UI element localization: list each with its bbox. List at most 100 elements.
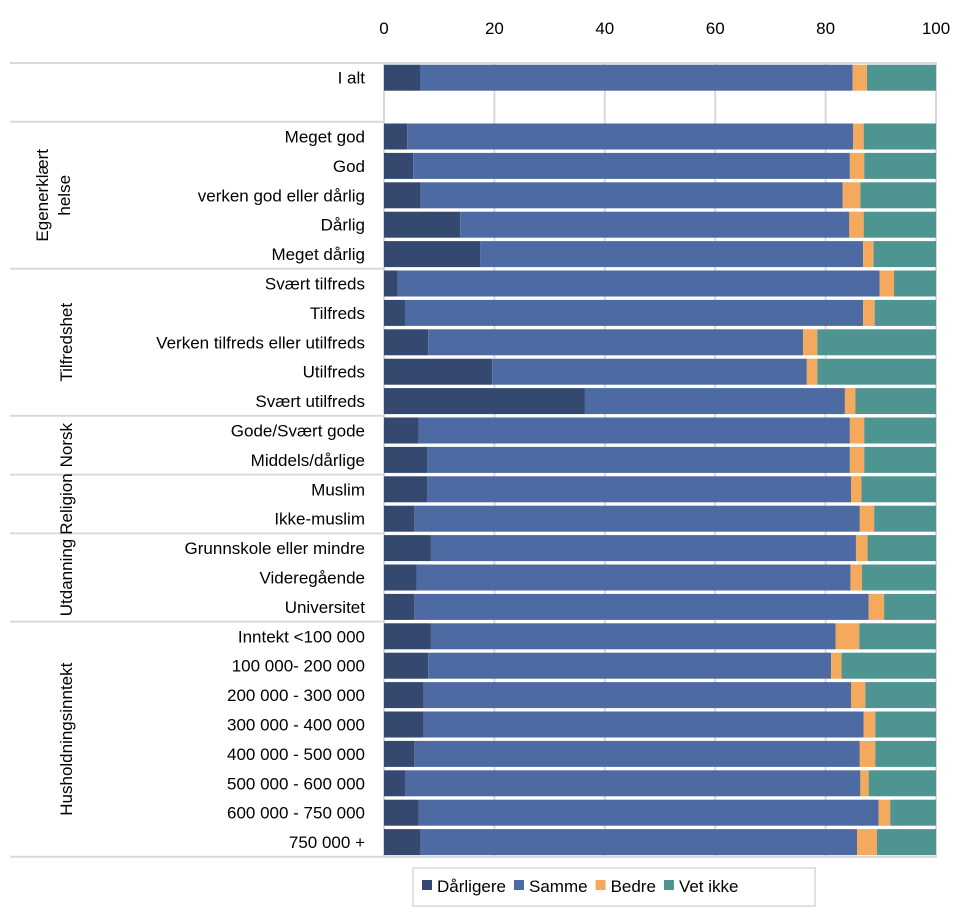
bar-segment-vet-ikke <box>868 770 936 797</box>
bar-segment-vet-ikke <box>873 241 936 268</box>
x-axis-ticks: 0 20 40 60 80 100 <box>379 19 950 38</box>
bar-segment-samme <box>404 770 861 797</box>
legend-label: Bedre <box>611 877 656 896</box>
bar-segment-samme <box>397 270 880 297</box>
row-label: Inntekt <100 000 <box>238 627 365 646</box>
bar-segment-d-rligere <box>384 388 585 415</box>
bar-segment-vet-ikke <box>864 446 936 473</box>
bar-segment-vet-ikke <box>874 299 936 326</box>
bar-segment-bedre <box>863 241 874 268</box>
x-tick-label: 100 <box>922 19 950 38</box>
bar-segment-samme <box>460 211 850 238</box>
group-labels: Egenerklært helse Tilfredshet Norsk Religion… <box>33 149 76 816</box>
row-label: Tilfreds <box>310 304 365 323</box>
bar-segment-vet-ikke <box>894 270 936 297</box>
bar-segment-bedre <box>863 711 876 738</box>
bar-segment-vet-ikke <box>841 652 936 679</box>
row-label: Dårlig <box>321 216 365 235</box>
bar-segment-bedre <box>878 799 891 826</box>
bar-segment-bedre <box>853 123 864 150</box>
bar-segment-bedre <box>849 446 865 473</box>
bar-segment-samme <box>416 564 851 591</box>
bar-segment-samme <box>418 417 850 444</box>
bar-segment-d-rligere <box>384 358 493 385</box>
x-tick-label: 40 <box>595 19 614 38</box>
bar-segment-d-rligere <box>384 211 461 238</box>
bar-segment-d-rligere <box>384 241 481 268</box>
bar-segment-d-rligere <box>384 152 414 179</box>
bar-segment-bedre <box>850 682 866 709</box>
row-label: 600 000 - 750 000 <box>227 804 365 823</box>
bar-segment-bedre <box>849 152 865 179</box>
row-label: 200 000 - 300 000 <box>227 686 365 705</box>
row-label: 500 000 - 600 000 <box>227 774 365 793</box>
bar-segment-samme <box>420 64 853 91</box>
bar-segment-samme <box>492 358 807 385</box>
bar-segment-samme <box>420 182 843 209</box>
bar-segment-vet-ikke <box>864 417 936 444</box>
bar-segment-vet-ikke <box>884 593 936 620</box>
row-label: Muslim <box>311 480 365 499</box>
legend-label: Vet ikke <box>679 877 739 896</box>
bar-segment-bedre <box>850 564 863 591</box>
bar-segment-samme <box>413 152 850 179</box>
bar-segment-vet-ikke <box>862 564 936 591</box>
legend-box <box>412 867 816 907</box>
bar-segment-samme <box>420 829 858 856</box>
row-label: I alt <box>338 69 366 88</box>
bar-segment-bedre <box>868 593 885 620</box>
bar-segment-samme <box>404 299 864 326</box>
bar-segment-d-rligere <box>384 829 421 856</box>
bar-segment-d-rligere <box>384 740 415 767</box>
bar-segment-vet-ikke <box>867 535 936 562</box>
group-label: Tilfredshet <box>57 303 76 382</box>
bar-segment-vet-ikke <box>860 182 936 209</box>
bar-segment-bedre <box>835 623 860 650</box>
bar-segment-bedre <box>806 358 818 385</box>
legend-swatch <box>513 880 524 890</box>
bar-segment-vet-ikke <box>865 682 936 709</box>
bar-segment-samme <box>428 652 832 679</box>
bar-segment-samme <box>427 476 851 503</box>
bar-segment-samme <box>480 241 864 268</box>
bar-segment-d-rligere <box>384 682 424 709</box>
bar-segment-d-rligere <box>384 64 421 91</box>
bar-segment-vet-ikke <box>817 329 936 356</box>
row-label: Svært tilfreds <box>265 275 365 294</box>
group-label: Utdanning <box>57 539 76 617</box>
bar-segment-samme <box>414 593 869 620</box>
row-label: Verken tilfreds eller utilfreds <box>156 333 365 352</box>
bar-segment-d-rligere <box>384 476 428 503</box>
x-tick-label: 20 <box>485 19 504 38</box>
bar-segment-bedre <box>850 476 862 503</box>
row-label: 750 000 + <box>289 833 365 852</box>
bar-segment-d-rligere <box>384 446 428 473</box>
group-label: Religion <box>57 473 76 534</box>
legend-label: Dårligere <box>437 877 506 896</box>
bar-segment-bedre <box>859 505 875 532</box>
bar-segment-bedre <box>844 388 856 415</box>
bar-segment-samme <box>423 682 851 709</box>
bar-segment-bedre <box>842 182 861 209</box>
bar-segment-samme <box>427 446 850 473</box>
legend-label: Samme <box>529 877 588 896</box>
bar-segment-bedre <box>860 770 869 797</box>
row-label: 100 000- 200 000 <box>232 657 365 676</box>
x-tick-label: 80 <box>816 19 835 38</box>
row-label: Middels/dårlige <box>251 451 365 470</box>
bar-segment-samme <box>414 740 860 767</box>
bar-segment-bedre <box>855 535 868 562</box>
bar-segment-vet-ikke <box>874 505 936 532</box>
bar-segment-d-rligere <box>384 711 424 738</box>
bar-segment-samme <box>584 388 845 415</box>
bar-segment-bedre <box>863 299 875 326</box>
row-label: Svært utilfreds <box>255 392 365 411</box>
bar-segment-vet-ikke <box>875 740 936 767</box>
row-label: Meget god <box>285 128 365 147</box>
x-tick-label: 60 <box>706 19 725 38</box>
group-label: Norsk <box>57 423 76 468</box>
bar-segment-d-rligere <box>384 770 405 797</box>
bar-segment-bedre <box>849 417 865 444</box>
row-labels: I alt Meget god God verken god eller dårlig… <box>156 69 365 852</box>
